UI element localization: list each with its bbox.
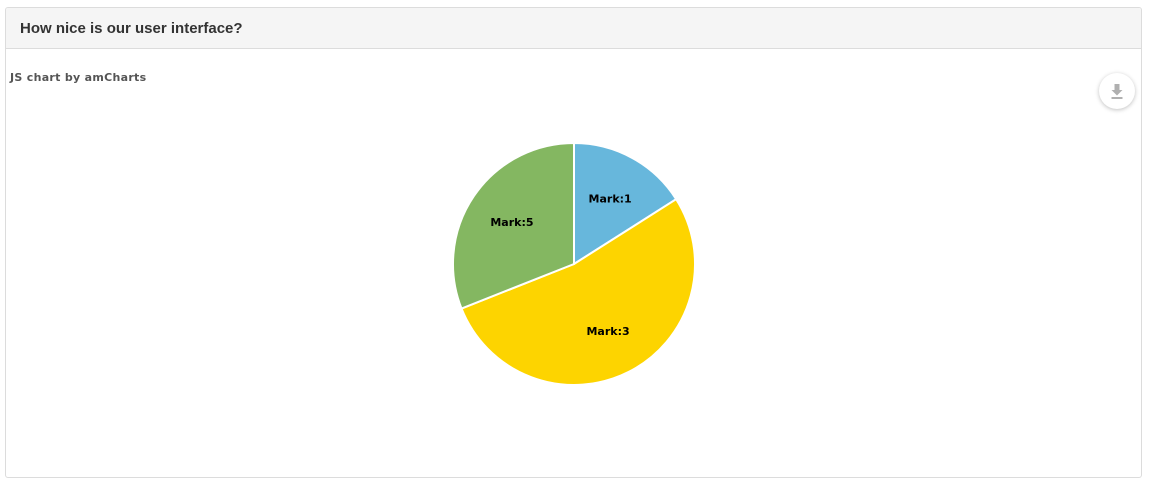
pie-labels: Mark:1 Mark:3 Mark:5 [490,192,631,338]
panel-header: How nice is our user interface? [6,8,1141,49]
pie-slice-mark-1[interactable] [573,141,678,266]
pie-slices [452,141,696,386]
pie-chart: Mark:1 Mark:3 Mark:5 [452,141,696,386]
slice-label: Mark:1 [589,192,632,205]
slice-label: Mark:3 [586,325,629,338]
pie-slice-mark-5[interactable] [452,141,575,310]
chart-panel: How nice is our user interface? JS chart… [5,7,1142,478]
export-button[interactable] [1099,73,1135,109]
download-icon [1111,84,1123,99]
chart-credit-link[interactable]: JS chart by amCharts [10,71,147,84]
pie-slice-mark-3[interactable] [460,197,696,386]
panel-title: How nice is our user interface? [20,19,243,37]
slice-label: Mark:5 [490,216,533,229]
chart-area: JS chart by amCharts Mark:1 Mark:3 Mark:5 [6,49,1141,477]
